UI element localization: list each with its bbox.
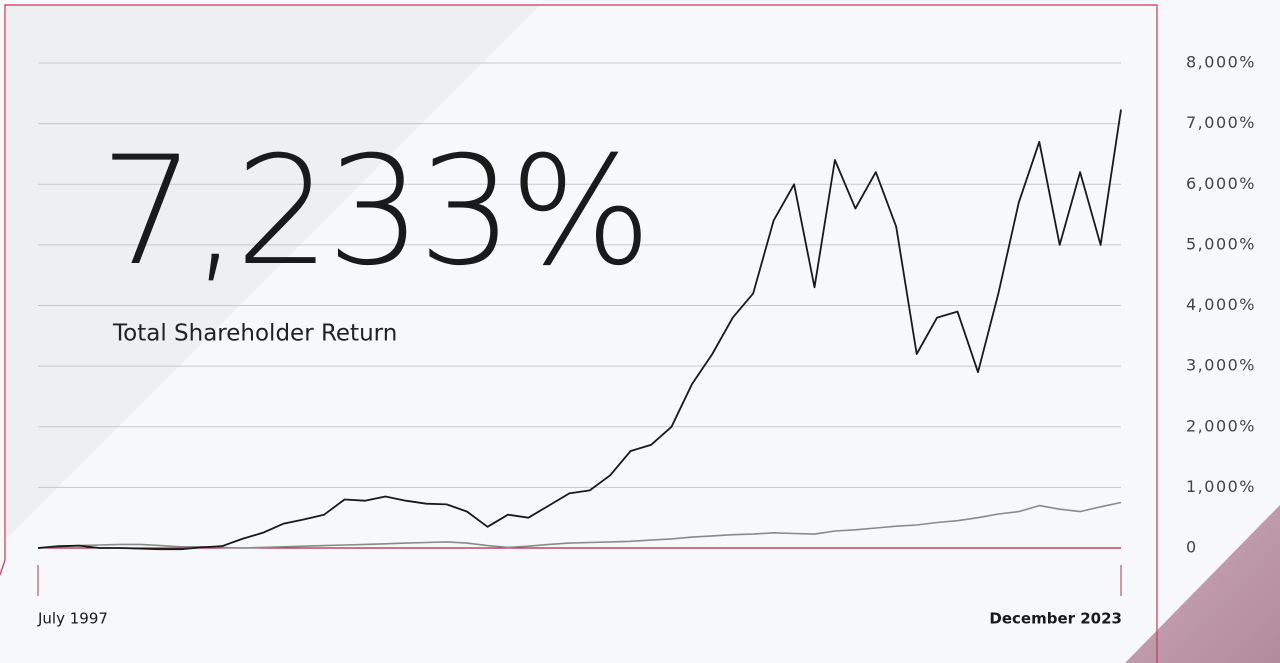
y-tick-label: 0	[1186, 538, 1198, 557]
grid: 0 1,000% 2,000% 3,000% 4,000% 5,000% 6,000% 7,0…	[38, 53, 1256, 557]
subtitle: Total Shareholder Return	[112, 321, 397, 347]
y-tick-label: 6,000%	[1186, 174, 1256, 193]
y-tick-label: 7,000%	[1186, 113, 1256, 132]
y-tick-label: 1,000%	[1186, 477, 1256, 496]
diagonal-shade	[5, 5, 540, 540]
frame	[4, 4, 1158, 663]
y-tick-label: 8,000%	[1186, 53, 1256, 72]
y-tick-label: 4,000%	[1186, 295, 1256, 314]
x-tick-label: December 2023	[989, 610, 1122, 628]
frame	[0, 559, 6, 576]
y-tick-label: 2,000%	[1186, 416, 1256, 435]
x-tick-label: July 1997	[37, 610, 108, 628]
headline: 7,233%	[100, 125, 648, 299]
y-tick-label: 5,000%	[1186, 234, 1256, 253]
plot: July 1997 December 2023	[37, 109, 1122, 628]
corner-decoration	[1125, 505, 1280, 663]
y-tick-label: 3,000%	[1186, 356, 1256, 375]
series-line	[37, 109, 1122, 551]
